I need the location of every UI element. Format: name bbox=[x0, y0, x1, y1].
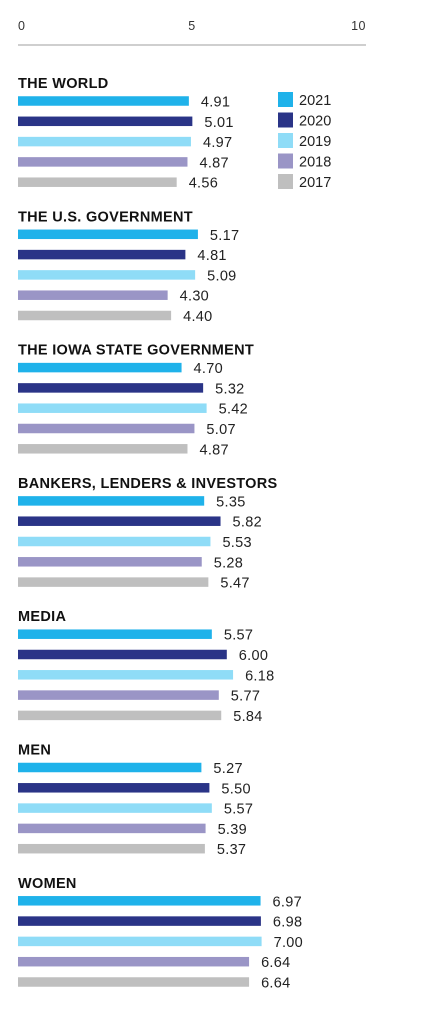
data-label: 5.07 bbox=[206, 422, 235, 438]
bar-2021 bbox=[18, 362, 182, 373]
x-tick-label: 5 bbox=[188, 19, 195, 33]
bar-2020 bbox=[18, 649, 227, 660]
bar-2017 bbox=[18, 977, 250, 987]
bar-2019 bbox=[18, 803, 212, 813]
bar-2019 bbox=[18, 136, 191, 147]
legend-label: 2018 bbox=[299, 155, 331, 171]
data-label: 5.17 bbox=[210, 228, 239, 244]
bar-2021 bbox=[18, 96, 189, 106]
bar-2017 bbox=[18, 710, 222, 721]
data-label: 5.47 bbox=[220, 576, 249, 592]
group-title: MEDIA bbox=[18, 609, 66, 625]
data-label: 4.40 bbox=[183, 309, 212, 325]
bar-2020 bbox=[18, 916, 261, 926]
bar-2017 bbox=[18, 843, 205, 854]
data-label: 4.91 bbox=[201, 95, 230, 111]
legend-swatch-2020 bbox=[278, 112, 293, 128]
data-label: 6.00 bbox=[239, 648, 268, 664]
bar-2018 bbox=[18, 956, 250, 967]
data-label: 4.56 bbox=[189, 176, 218, 192]
legend-swatch-2017 bbox=[278, 174, 293, 189]
data-label: 6.18 bbox=[245, 668, 274, 684]
bar-2019 bbox=[18, 936, 262, 947]
data-label: 5.77 bbox=[231, 689, 260, 705]
data-label: 6.98 bbox=[273, 915, 302, 931]
data-label: 5.28 bbox=[214, 555, 243, 571]
data-label: 5.57 bbox=[224, 802, 253, 818]
bar-2018 bbox=[18, 423, 195, 434]
x-tick-label: 10 bbox=[351, 19, 366, 33]
x-axis-line bbox=[18, 44, 366, 46]
bar-2017 bbox=[18, 177, 177, 187]
bar-2020 bbox=[18, 516, 221, 526]
bar-2019 bbox=[18, 403, 207, 413]
group-title: WOMEN bbox=[18, 876, 77, 892]
bar-2018 bbox=[18, 290, 168, 300]
data-label: 5.57 bbox=[224, 628, 253, 644]
data-label: 5.37 bbox=[217, 842, 246, 858]
legend-swatch-2018 bbox=[278, 153, 293, 169]
bar-2020 bbox=[18, 249, 186, 260]
data-label: 5.27 bbox=[213, 761, 242, 777]
bar-2021 bbox=[18, 762, 202, 773]
bar-2017 bbox=[18, 444, 188, 454]
group-title: THE IOWA STATE GOVERNMENT bbox=[18, 343, 254, 359]
bar-2021 bbox=[18, 896, 261, 906]
legend-swatch-2021 bbox=[278, 92, 293, 107]
data-label: 5.53 bbox=[222, 535, 251, 551]
bar-2018 bbox=[18, 157, 188, 167]
x-tick-label: 0 bbox=[18, 19, 25, 33]
data-label: 4.87 bbox=[199, 442, 228, 458]
data-label: 6.97 bbox=[273, 894, 302, 910]
group-title: THE U.S. GOVERNMENT bbox=[18, 209, 193, 225]
data-label: 5.50 bbox=[221, 781, 250, 797]
bar-2021 bbox=[18, 229, 198, 240]
data-label: 4.70 bbox=[194, 361, 223, 377]
bar-2017 bbox=[18, 310, 172, 321]
data-label: 5.39 bbox=[218, 822, 247, 838]
bar-2018 bbox=[18, 823, 206, 834]
data-label: 5.32 bbox=[215, 381, 244, 397]
data-label: 6.64 bbox=[261, 955, 290, 971]
data-label: 5.42 bbox=[219, 402, 248, 418]
legend-label: 2017 bbox=[299, 175, 331, 191]
bar-2017 bbox=[18, 577, 209, 587]
data-label: 4.97 bbox=[203, 135, 232, 151]
bar-2020 bbox=[18, 783, 210, 793]
data-label: 7.00 bbox=[274, 935, 303, 951]
bar-2021 bbox=[18, 629, 212, 639]
bar-2019 bbox=[18, 270, 196, 280]
data-label: 6.64 bbox=[261, 976, 290, 992]
bar-2020 bbox=[18, 116, 193, 127]
bar-2018 bbox=[18, 690, 219, 700]
data-label: 4.81 bbox=[197, 248, 226, 264]
data-label: 4.87 bbox=[199, 155, 228, 171]
bar-2018 bbox=[18, 557, 202, 567]
data-label: 5.84 bbox=[233, 709, 262, 725]
group-title: BANKERS, LENDERS & INVESTORS bbox=[18, 476, 278, 492]
group-title: THE WORLD bbox=[18, 76, 109, 92]
data-label: 5.09 bbox=[207, 268, 236, 284]
data-label: 5.82 bbox=[233, 515, 262, 531]
bar-2021 bbox=[18, 496, 205, 506]
data-label: 4.30 bbox=[180, 289, 209, 305]
bar-2020 bbox=[18, 383, 204, 393]
legend-swatch-2019 bbox=[278, 133, 293, 148]
bar-2019 bbox=[18, 536, 211, 547]
bar-2019 bbox=[18, 670, 234, 680]
group-title: MEN bbox=[18, 743, 51, 759]
legend-label: 2021 bbox=[299, 93, 331, 109]
legend-label: 2019 bbox=[299, 134, 331, 150]
data-label: 5.01 bbox=[204, 115, 233, 131]
legend-label: 2020 bbox=[299, 114, 331, 130]
data-label: 5.35 bbox=[216, 494, 245, 510]
